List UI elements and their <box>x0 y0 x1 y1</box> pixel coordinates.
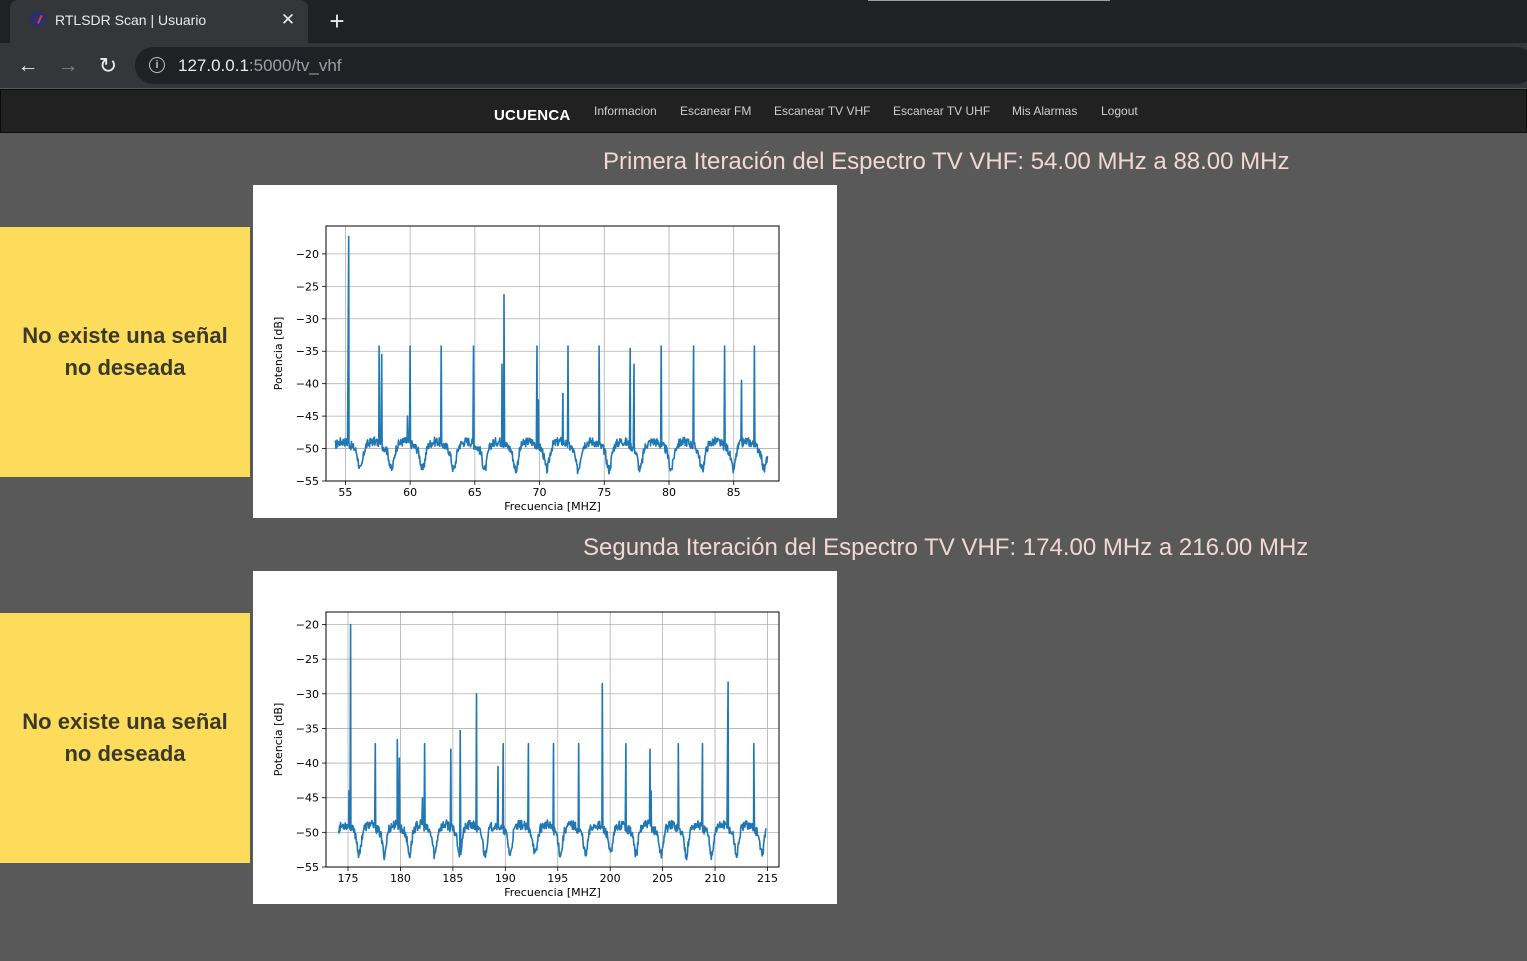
y-tick-label: −35 <box>296 722 319 735</box>
spectrum-chart-svg: 55 60 65 70 75 80 85 −55 −50 −45 −40 −35 −30 −25 −20 Fr… <box>272 225 780 513</box>
y-tick-label: −45 <box>296 792 319 805</box>
nav-link-informacion[interactable]: Informacion <box>594 104 657 118</box>
x-tick-label: 65 <box>468 486 482 499</box>
x-tick-label: 205 <box>652 872 673 885</box>
x-axis-label: Frecuencia [MHZ] <box>504 886 601 899</box>
y-tick-label: −20 <box>296 248 319 261</box>
y-tick-label: −35 <box>296 345 319 358</box>
spectrum-series-line <box>337 623 767 861</box>
spectrum-chart-svg: 175 180 185 190 195 200 205 210 215 −55 −50 −45 −40 −… <box>272 611 780 899</box>
x-tick-label: 75 <box>597 486 611 499</box>
spectrum-plot-vhf-1: 55 60 65 70 75 80 85 −55 −50 −45 −40 −35 −30 −25 −20 Fr… <box>253 185 837 518</box>
x-tick-label: 185 <box>442 872 463 885</box>
browser-toolbar: ← → ↻ i 127.0.0.1:5000/tv_vhf <box>0 43 1527 88</box>
url-host: 127.0.0.1 <box>178 56 249 75</box>
x-tick-label: 215 <box>757 872 778 885</box>
x-tick-label: 190 <box>495 872 516 885</box>
site-favicon-icon <box>30 11 46 27</box>
x-tick-label: 200 <box>600 872 621 885</box>
y-tick-label: −40 <box>296 757 319 770</box>
brand-logo[interactable]: UCUENCA <box>494 107 571 124</box>
alert-line-2: no deseada <box>64 741 186 766</box>
nav-link-escanear-tv-uhf[interactable]: Escanear TV UHF <box>893 104 991 118</box>
nav-link-mis-alarmas[interactable]: Mis Alarmas <box>1012 104 1078 118</box>
site-info-icon[interactable]: i <box>149 57 165 73</box>
reload-icon[interactable]: ↻ <box>98 53 118 78</box>
section-title-vhf-1: Primera Iteración del Espectro TV VHF: 5… <box>603 148 1290 175</box>
x-tick-label: 80 <box>662 486 676 499</box>
y-tick-label: −50 <box>296 826 319 839</box>
signal-alert-box: No existe una señal no deseada <box>0 613 250 863</box>
spectrum-series-line <box>334 235 769 475</box>
y-tick-label: −25 <box>296 280 319 293</box>
section-title-vhf-2: Segunda Iteración del Espectro TV VHF: 1… <box>583 534 1309 561</box>
spectrum-plot-vhf-2: 175 180 185 190 195 200 205 210 215 −55 −50 −45 −40 −… <box>253 571 837 904</box>
x-tick-label: 175 <box>338 872 359 885</box>
tab-title: RTLSDR Scan | Usuario <box>55 12 207 28</box>
x-tick-label: 210 <box>705 872 726 885</box>
y-tick-label: −45 <box>296 410 319 423</box>
x-tick-label: 55 <box>338 486 352 499</box>
url-text[interactable]: 127.0.0.1:5000/tv_vhf <box>178 56 342 76</box>
url-path: :5000/tv_vhf <box>248 56 342 75</box>
signal-alert-box: No existe una señal no deseada <box>0 227 250 477</box>
site-navbar: UCUENCA Informacion Escanear FM Escanear… <box>0 89 1527 133</box>
nav-link-escanear-fm[interactable]: Escanear FM <box>680 104 752 118</box>
x-tick-label: 195 <box>547 872 568 885</box>
y-tick-label: −25 <box>296 653 319 666</box>
address-bar[interactable]: i 127.0.0.1:5000/tv_vhf <box>135 47 1527 84</box>
y-axis-label: Potencia [dB] <box>272 703 285 776</box>
y-tick-label: −50 <box>296 443 319 456</box>
close-tab-icon[interactable]: ✕ <box>280 10 296 29</box>
y-tick-label: −40 <box>296 378 319 391</box>
plot-frame <box>325 611 780 868</box>
y-tick-label: −55 <box>296 475 319 488</box>
x-axis-label: Frecuencia [MHZ] <box>504 500 601 513</box>
x-tick-label: 60 <box>403 486 417 499</box>
new-tab-icon[interactable]: + <box>329 6 345 36</box>
alert-line-2: no deseada <box>64 355 186 380</box>
y-axis-label: Potencia [dB] <box>272 317 285 390</box>
browser-tab[interactable]: RTLSDR Scan | Usuario ✕ <box>10 0 308 43</box>
y-tick-label: −30 <box>296 313 319 326</box>
nav-link-escanear-tv-vhf[interactable]: Escanear TV VHF <box>774 104 871 118</box>
alert-message: No existe una señal no deseada <box>22 706 227 770</box>
alert-line-1: No existe una señal <box>22 323 228 348</box>
alert-line-1: No existe una señal <box>22 709 228 734</box>
forward-arrow-icon[interactable]: → <box>57 54 79 77</box>
y-tick-label: −55 <box>296 861 319 874</box>
plot-frame <box>325 225 780 482</box>
x-tick-label: 85 <box>727 486 741 499</box>
window-edge-line <box>868 0 1110 1</box>
alert-message: No existe una señal no deseada <box>22 320 227 384</box>
nav-link-logout[interactable]: Logout <box>1101 104 1138 118</box>
back-arrow-icon[interactable]: ← <box>17 54 39 77</box>
y-tick-label: −20 <box>296 618 319 631</box>
y-tick-label: −30 <box>296 688 319 701</box>
x-tick-label: 70 <box>533 486 547 499</box>
browser-tab-bar: RTLSDR Scan | Usuario ✕ + <box>0 0 1527 43</box>
x-tick-label: 180 <box>390 872 411 885</box>
